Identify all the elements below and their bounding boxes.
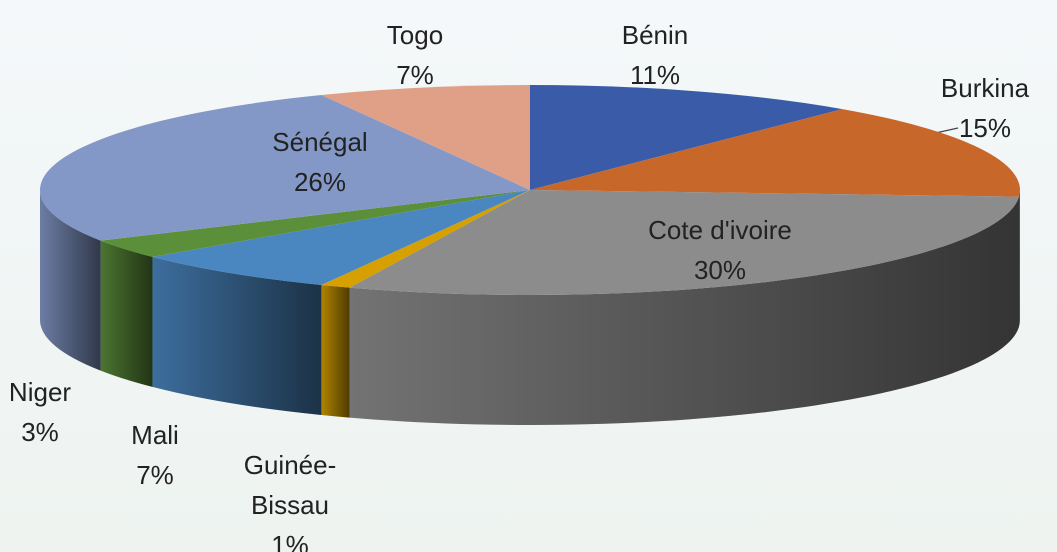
data-label: Sénégal 26% — [272, 122, 367, 202]
slice — [152, 190, 530, 286]
sides — [40, 190, 1020, 425]
percent-label: 1% — [271, 530, 309, 552]
data-label: Burkina 15% — [941, 68, 1029, 148]
percent-label: 11% — [629, 60, 681, 90]
percent-label: 15% — [958, 113, 1012, 143]
category-label: Togo — [386, 20, 444, 50]
slice-side-shade — [1019, 190, 1020, 327]
category-label: Guinée-Bissau — [243, 450, 337, 520]
data-label: Mali 7% — [131, 415, 179, 495]
slice — [530, 109, 1020, 197]
percent-label: 7% — [136, 460, 174, 490]
data-label: Cote d'ivoire 30% — [648, 210, 792, 290]
slice — [100, 190, 530, 257]
slice — [349, 190, 1020, 295]
data-label: Bénin 11% — [622, 15, 689, 95]
category-label: Cote d'ivoire — [648, 215, 792, 245]
percent-label: 26% — [293, 167, 347, 197]
category-label: Niger — [8, 377, 72, 407]
category-label: Sénégal — [272, 127, 368, 157]
category-label: Bénin — [621, 20, 689, 50]
slice-side-shade — [321, 285, 350, 418]
slice — [39, 94, 530, 241]
category-label: Burkina — [940, 73, 1030, 103]
slice-side-shade — [349, 196, 1020, 425]
tops — [39, 85, 1020, 295]
slice — [530, 85, 843, 190]
slice — [321, 190, 530, 288]
category-label: Mali — [131, 420, 179, 450]
percent-label: 7% — [396, 60, 434, 90]
slice-side-shade — [40, 190, 101, 371]
data-label: Guinée-Bissau 1% — [235, 445, 345, 552]
percent-label: 3% — [21, 417, 59, 447]
slice — [321, 85, 530, 190]
percent-label: 30% — [693, 255, 747, 285]
data-label: Togo 7% — [387, 15, 443, 95]
data-label: Niger 3% — [9, 372, 71, 452]
slice-side-shade — [100, 240, 153, 387]
slice-side-shade — [152, 256, 322, 416]
